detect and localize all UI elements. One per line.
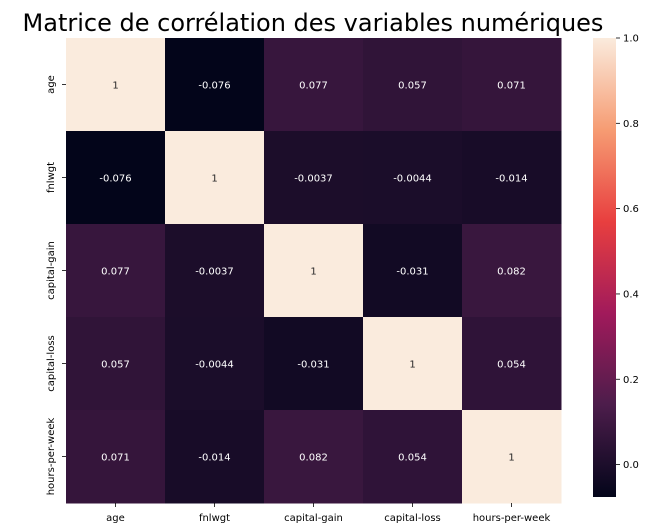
- cell-value-label: -0.014: [495, 174, 527, 185]
- colorbar-tick-label: 0.0: [623, 460, 639, 471]
- colorbar-tick-label: 0.4: [623, 289, 639, 300]
- cell-value-label: 0.071: [497, 81, 526, 92]
- cell-value-label: -0.076: [198, 81, 230, 92]
- heatmap-cell-2-3: [363, 224, 463, 318]
- cell-value-label: 0.082: [497, 267, 526, 278]
- y-tick-label: hours-per-week: [46, 418, 57, 496]
- colorbar-tick-label: 0.2: [623, 375, 639, 386]
- cell-value-label: -0.0037: [294, 174, 333, 185]
- cell-value-label: -0.0044: [195, 360, 234, 371]
- cell-value-label: 1: [310, 267, 316, 278]
- cell-value-label: 0.082: [299, 453, 328, 464]
- x-tick-label: fnlwgt: [199, 513, 230, 524]
- heatmap-cell-4-3: [363, 410, 463, 504]
- colorbar-tick-label: 0.8: [623, 119, 639, 130]
- y-tick-label: age: [46, 75, 57, 94]
- cell-value-label: -0.031: [396, 267, 428, 278]
- x-tick-label: age: [106, 513, 125, 524]
- heatmap-cell-2-4: [462, 224, 562, 318]
- x-tick-label: capital-gain: [284, 513, 343, 524]
- heatmap-cell-4-2: [264, 410, 364, 504]
- cell-value-label: -0.014: [198, 453, 230, 464]
- cell-value-label: -0.0044: [393, 174, 432, 185]
- heatmap-cell-4-1: [165, 410, 265, 504]
- cell-value-label: -0.0037: [195, 267, 234, 278]
- heatmap-cell-0-4: [462, 38, 562, 132]
- heatmap-cell-3-3: [363, 317, 463, 411]
- cell-value-label: -0.076: [99, 174, 131, 185]
- heatmap-cell-4-0: [66, 410, 166, 504]
- colorbar-tick-label: 0.6: [623, 204, 639, 215]
- y-tick-labels: age fnlwgt capital-gain capital-loss hours-p…: [46, 75, 66, 495]
- heatmap-cell-2-0: [66, 224, 166, 318]
- heatmap-cells: 1 -0.076 0.077 0.057 0.071 -0.076 1 -0.0037 -0.0…: [66, 38, 562, 504]
- y-tick-label: fnlwgt: [46, 162, 57, 193]
- colorbar-tick-label: 1.0: [623, 34, 639, 45]
- colorbar: 0.0 0.2 0.4 0.6 0.8 1.0: [593, 34, 639, 497]
- cell-value-label: 0.057: [398, 81, 427, 92]
- cell-value-label: 1: [211, 174, 217, 185]
- y-tick-label: capital-loss: [46, 335, 57, 392]
- cell-value-label: 0.071: [101, 453, 130, 464]
- cell-value-label: 1: [112, 81, 118, 92]
- heatmap-cell-1-2: [264, 131, 364, 225]
- heatmap-cell-3-4: [462, 317, 562, 411]
- heatmap-cell-1-3: [363, 131, 463, 225]
- heatmap-cell-0-3: [363, 38, 463, 132]
- cell-value-label: 0.054: [398, 453, 427, 464]
- heatmap-cell-4-4: [462, 410, 562, 504]
- chart-title: Matrice de corrélation des variables num…: [23, 9, 604, 37]
- cell-value-label: 1: [409, 360, 415, 371]
- heatmap-cell-1-0: [66, 131, 166, 225]
- x-tick-labels: age fnlwgt capital-gain capital-loss hours-p…: [106, 503, 550, 524]
- heatmap-cell-0-0: [66, 38, 166, 132]
- heatmap-cell-0-2: [264, 38, 364, 132]
- y-tick-label: capital-gain: [46, 241, 57, 300]
- cell-value-label: 0.054: [497, 360, 526, 371]
- cell-value-label: 0.057: [101, 360, 130, 371]
- cell-value-label: -0.031: [297, 360, 329, 371]
- heatmap-cell-2-1: [165, 224, 265, 318]
- cell-value-label: 1: [508, 453, 514, 464]
- colorbar-gradient: [593, 38, 616, 497]
- heatmap-cell-2-2: [264, 224, 364, 318]
- heatmap-cell-0-1: [165, 38, 265, 132]
- cell-value-label: 0.077: [299, 81, 328, 92]
- heatmap-cell-1-1: [165, 131, 265, 225]
- heatmap-cell-3-0: [66, 317, 166, 411]
- x-tick-label: capital-loss: [384, 513, 441, 524]
- cell-value-label: 0.077: [101, 267, 130, 278]
- heatmap-cell-1-4: [462, 131, 562, 225]
- heatmap-cell-3-2: [264, 317, 364, 411]
- x-tick-label: hours-per-week: [473, 513, 551, 524]
- heatmap-cell-3-1: [165, 317, 265, 411]
